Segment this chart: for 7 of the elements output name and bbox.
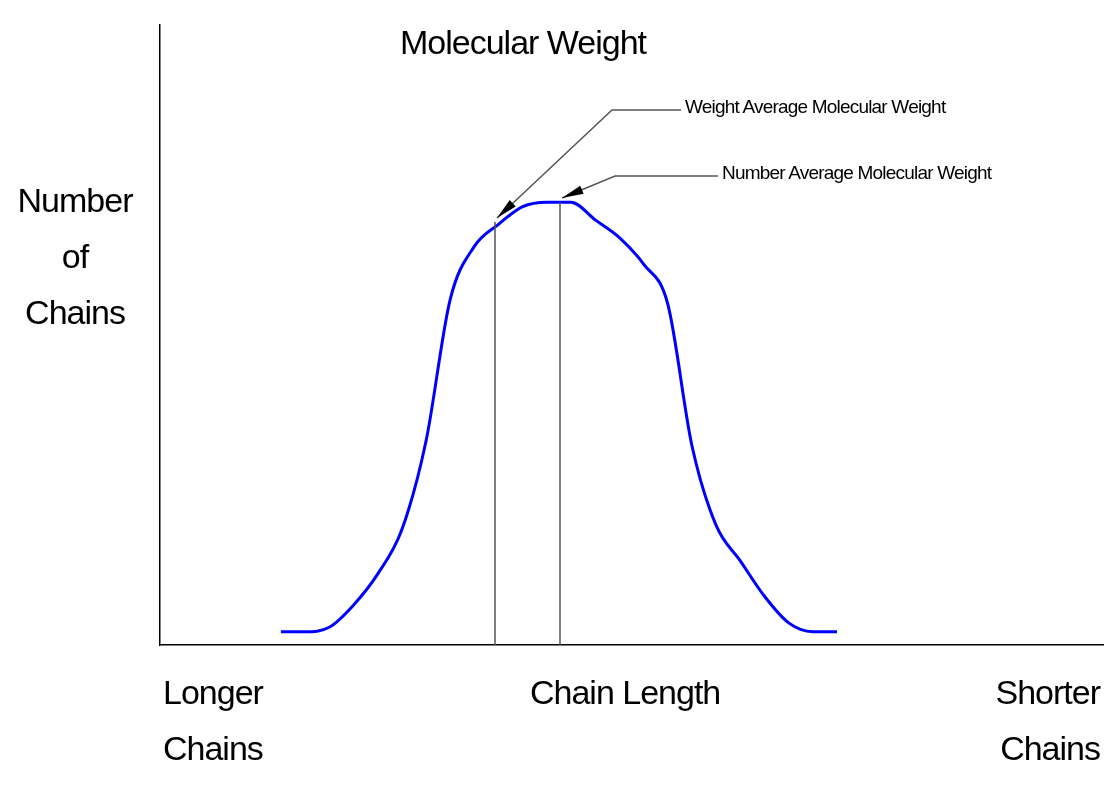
chart-title: Molecular Weight [400, 22, 647, 63]
text: Weight Average Molecular Weight [685, 96, 946, 118]
y-axis-title: Number of Chains [16, 180, 134, 333]
text: Shorter Chains [995, 672, 1100, 769]
x-axis-title: Chain Length [530, 672, 721, 713]
text: Longer Chains [163, 672, 263, 769]
text: Number Average Molecular Weight [722, 162, 992, 184]
